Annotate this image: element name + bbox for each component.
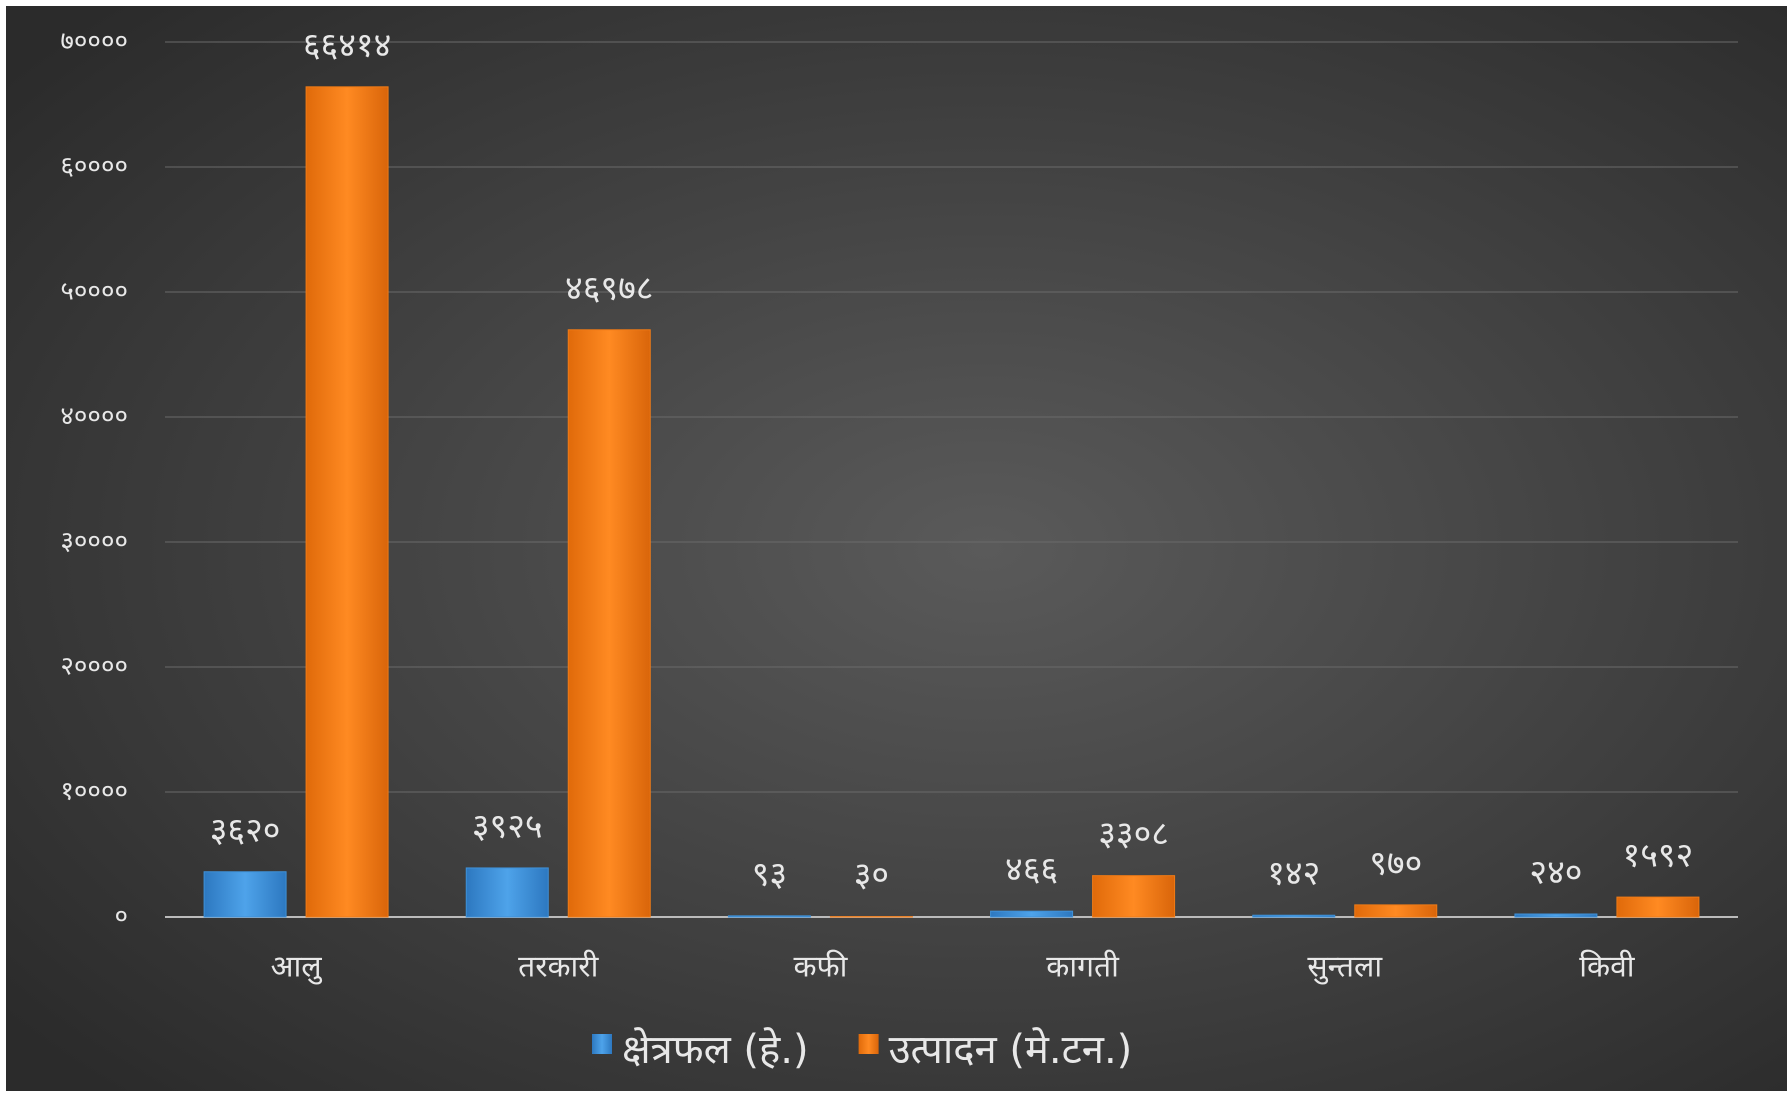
bar: [1253, 915, 1335, 917]
y-tick-label: ४००००: [60, 402, 128, 432]
bar: [204, 872, 286, 917]
data-label: ३३०८: [1098, 814, 1169, 854]
x-tick-label: कागती: [1046, 950, 1120, 985]
data-label: ९७०: [1369, 843, 1422, 883]
bar: [306, 87, 388, 917]
y-tick-label: १००००: [60, 777, 128, 807]
y-tick-label: ६००००: [60, 152, 128, 182]
data-label: ६६४१४: [303, 25, 391, 65]
y-tick-label: ०: [114, 902, 128, 932]
y-tick-label: ५००००: [60, 277, 128, 307]
y-tick-label: २००००: [60, 652, 128, 682]
x-tick-label: आलु: [271, 950, 323, 986]
legend-swatch: [592, 1034, 612, 1054]
legend-label: उत्पादन (मे.टन.): [889, 1027, 1133, 1073]
bar: [1355, 905, 1437, 917]
bar: [1617, 897, 1699, 917]
data-label: ४६६: [1005, 850, 1058, 890]
y-tick-label: ७००००: [60, 27, 128, 57]
x-tick-label: तरकारी: [518, 950, 599, 985]
bar: [728, 916, 810, 917]
legend-label: क्षेत्रफल (हे.): [622, 1027, 809, 1073]
data-label: ३०: [854, 855, 889, 895]
y-tick-label: ३००००: [60, 527, 128, 557]
data-label: ९३: [752, 854, 787, 894]
background: [6, 6, 1787, 1091]
bar: [991, 911, 1073, 917]
x-tick-label: किवी: [1579, 950, 1635, 985]
legend-swatch: [859, 1034, 879, 1054]
data-label: ४६९७८: [565, 268, 653, 308]
bar: [466, 868, 548, 917]
data-label: ३९२५: [472, 806, 543, 846]
data-label: २४०: [1529, 853, 1582, 893]
x-tick-label: सुन्तला: [1307, 950, 1383, 986]
bar: [1093, 876, 1175, 917]
x-tick-label: कफी: [793, 950, 848, 985]
bar: [568, 330, 650, 917]
data-label: ३६२०: [210, 810, 281, 850]
data-label: १४२: [1267, 854, 1320, 894]
bar: [1515, 914, 1597, 917]
data-label: १५९२: [1623, 836, 1694, 876]
